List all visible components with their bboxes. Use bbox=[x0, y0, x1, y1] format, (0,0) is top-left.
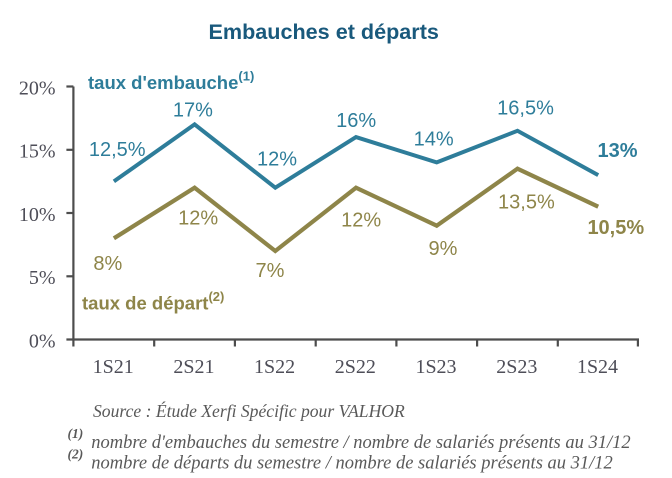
svg-text:(1)nombre d'embauches du semes: (1) nombre d'embauches du semestre / nomb… bbox=[68, 426, 631, 453]
svg-text:12%: 12% bbox=[178, 208, 218, 230]
svg-text:13%: 13% bbox=[597, 140, 637, 162]
svg-text:15%: 15% bbox=[19, 141, 56, 163]
svg-text:2S22: 2S22 bbox=[335, 356, 376, 378]
svg-text:taux de départ(2): taux de départ(2) bbox=[82, 289, 224, 314]
svg-text:1S23: 1S23 bbox=[415, 356, 456, 378]
svg-text:12%: 12% bbox=[341, 210, 381, 232]
svg-text:5%: 5% bbox=[29, 267, 56, 289]
svg-text:20%: 20% bbox=[19, 77, 56, 99]
svg-text:1S21: 1S21 bbox=[93, 356, 134, 378]
svg-text:12,5%: 12,5% bbox=[89, 139, 146, 161]
svg-text:1S24: 1S24 bbox=[577, 356, 618, 378]
svg-text:2S23: 2S23 bbox=[496, 356, 537, 378]
svg-text:Source : Étude Xerfi Spécific: Source : Étude Xerfi Spécific pour VALHO… bbox=[93, 401, 405, 421]
svg-text:9%: 9% bbox=[429, 238, 458, 260]
svg-text:16%: 16% bbox=[336, 110, 376, 132]
svg-text:8%: 8% bbox=[93, 253, 122, 275]
svg-text:2S21: 2S21 bbox=[173, 356, 214, 378]
svg-text:(2)nombre de départs du semest: (2) nombre de départs du semestre / nombr… bbox=[68, 447, 613, 474]
svg-text:17%: 17% bbox=[173, 100, 213, 122]
svg-text:14%: 14% bbox=[414, 129, 454, 151]
svg-text:Embauches et départs: Embauches et départs bbox=[208, 19, 438, 44]
svg-text:10,5%: 10,5% bbox=[587, 217, 644, 239]
svg-text:0%: 0% bbox=[29, 330, 56, 352]
svg-text:16,5%: 16,5% bbox=[497, 98, 554, 120]
svg-text:10%: 10% bbox=[19, 204, 56, 226]
svg-text:1S22: 1S22 bbox=[254, 356, 295, 378]
svg-text:13,5%: 13,5% bbox=[498, 192, 555, 214]
svg-text:7%: 7% bbox=[256, 260, 285, 282]
svg-text:12%: 12% bbox=[257, 149, 297, 171]
svg-text:taux d'embauche(1): taux d'embauche(1) bbox=[88, 69, 254, 94]
